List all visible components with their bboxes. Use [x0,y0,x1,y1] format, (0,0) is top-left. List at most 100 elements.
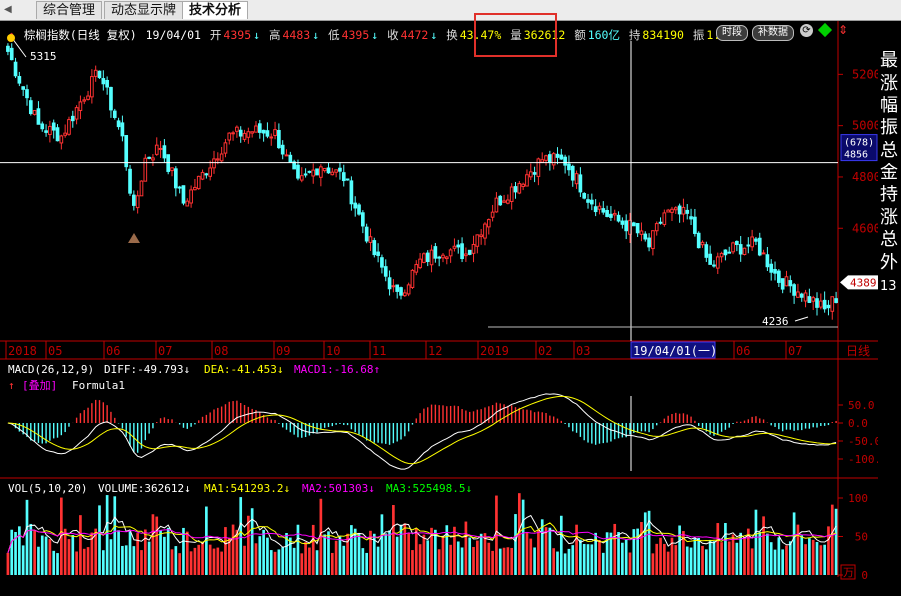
tab-scroll-left-icon[interactable]: ◀ [4,4,12,15]
candle-body [834,298,838,303]
volume-bar [640,522,643,575]
volume-bar [369,530,372,575]
volume-bar [33,530,36,575]
candle-body [696,232,701,249]
macd-diff: DIFF:-49.793↓ [104,363,190,376]
candle-body [799,293,804,298]
volume-bar [575,524,578,575]
candle-body [112,110,117,118]
crosshair-value: 4856 [844,150,868,161]
candle-body [48,125,52,135]
macd-axis-label: 0.0 [848,417,868,430]
candle-body [101,78,106,85]
volume-bar [258,536,262,575]
candle-body [788,280,793,287]
volume-bar [804,544,807,575]
candle-body [551,153,556,166]
candle-body [193,186,197,191]
candle-body [235,126,239,132]
candle-body [681,206,686,215]
candle-body [86,95,90,100]
volume-bar [777,537,781,575]
time-axis-label: 2019 [480,344,509,358]
candle-body [185,200,190,207]
candle-body [483,223,487,239]
candle-body [605,210,609,217]
volume-bar [353,528,357,575]
tab-dynamic-board[interactable]: 动态显示牌 [104,1,184,19]
volume-bar [674,545,678,575]
volume-bar [781,549,784,575]
volume-bar [185,531,189,575]
macd-macd1: MACD1:-16.68↑ [294,363,380,376]
min-annotation-label: 4236 [762,315,789,328]
volume-bar [605,532,609,575]
candle-body [36,108,41,125]
vol-unit-box [840,564,856,580]
position-value: 834190 [642,28,684,42]
volume-bar [460,547,464,575]
candle-body [677,205,682,215]
formula-label: Formula1 [72,379,125,392]
volume-bar [212,548,216,575]
amount-value: 160亿 [587,28,620,42]
volume-bar [346,533,349,575]
volume-bar [655,543,659,575]
volume-bar [498,548,502,575]
vol-ma1: MA1:541293.2↓ [204,482,290,495]
volume-bar [224,527,227,575]
candle-body [116,120,121,128]
volume-bar [338,536,342,575]
volume-bar [827,526,830,575]
candle-body [28,100,33,115]
candle-body [715,256,720,269]
candle-body [345,178,350,181]
fill-data-button[interactable]: 补数据 [752,25,794,41]
volume-bar [510,547,514,575]
candle-body [189,189,193,204]
candle-body [513,186,518,193]
open-value: 4395 [223,28,252,42]
volume-bar [739,532,743,575]
candle-body [616,214,621,222]
volume-bar [361,548,365,575]
candle-body [735,240,739,246]
overlay-arrow-icon: ↑ [8,379,15,392]
candle-body [548,154,552,163]
tab-technical-analysis[interactable]: 技术分析 [182,1,249,19]
volume-bar [556,551,559,575]
candle-body [647,237,651,248]
rp-label-7: 涨 [880,208,898,228]
candle-body [586,199,590,203]
volume-bar [376,546,380,575]
volume-bar [113,496,117,575]
volume-bar [136,533,140,575]
vol-ma20-line [7,529,837,554]
candle-body [777,270,781,283]
candle-body [139,180,144,197]
volume-bar [308,547,311,575]
volume-bar [372,533,376,575]
period-label: 日线 [846,344,870,358]
candle-body [631,222,636,227]
volume-bar [548,527,552,575]
tab-comprehensive[interactable]: 综合管理 [36,1,103,19]
candle-body [303,173,308,176]
time-axis-label: 07 [158,344,172,358]
candle-body [460,243,464,260]
candle-body [78,101,83,111]
volume-bar [609,532,613,575]
volume-bar [21,545,25,575]
volume-bar [178,553,181,575]
candle-body [685,209,690,214]
volume-bar [533,547,536,575]
volume-bar [731,534,735,575]
chart-svg[interactable]: 5200 5000 4800 4600 (678)4856 4389 5315 4236 201… [0,21,878,596]
volume-bar [758,531,762,575]
time-period-button[interactable]: 时段 [716,25,748,41]
rp-label-8: 总 [880,230,898,250]
candle-body [383,266,388,277]
refresh-icon[interactable]: ⟳ [800,24,813,37]
volume-bar [666,551,670,575]
